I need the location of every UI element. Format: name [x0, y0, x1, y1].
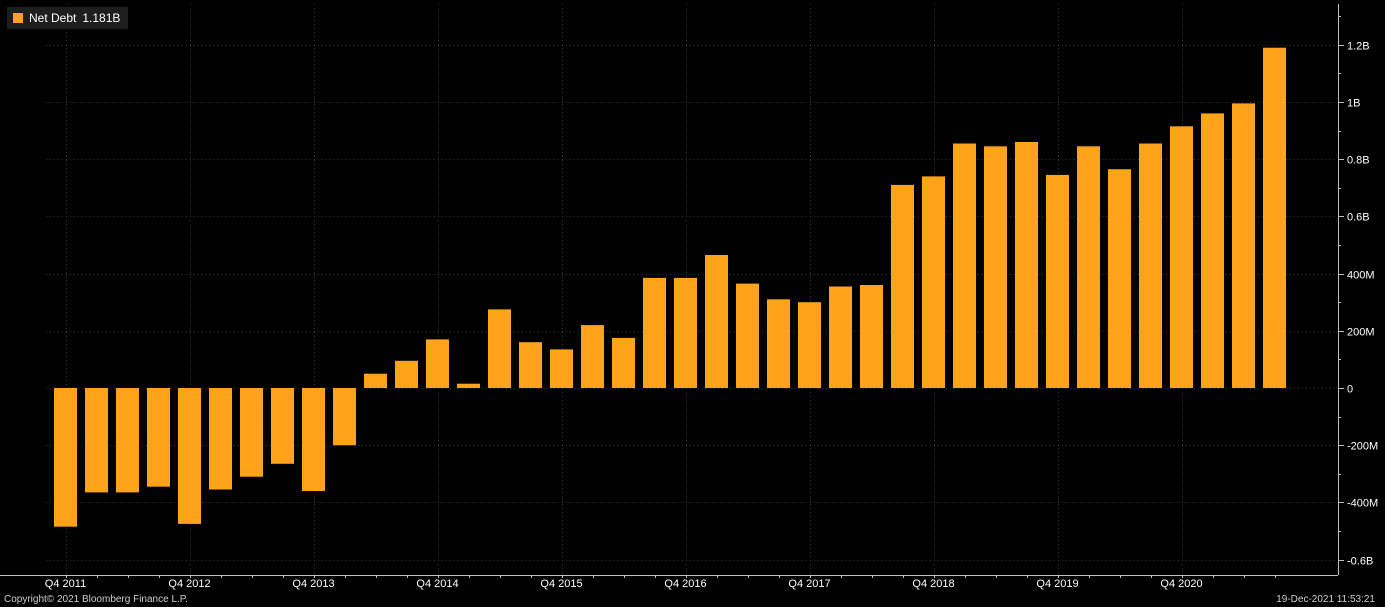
bar — [798, 302, 821, 388]
bar — [54, 388, 77, 527]
bar — [519, 342, 542, 388]
x-tick-label: Q4 2011 — [45, 578, 86, 590]
bar — [767, 299, 790, 388]
bar — [1263, 47, 1286, 388]
bar — [1077, 146, 1100, 388]
bar — [550, 349, 573, 388]
tick-labels: 1.2B 1B 0.8B 0.6B 400M 200M 0 -200M -400M -0.6B Q4… — [45, 41, 1378, 591]
y-tick-label: 0 — [1347, 384, 1353, 396]
y-tick-label: 1B — [1347, 98, 1360, 110]
timestamp-text: 19-Dec-2021 11:53:21 — [1276, 594, 1375, 605]
x-tick-label: Q4 2013 — [292, 578, 334, 590]
x-tick-label: Q4 2012 — [168, 578, 210, 590]
x-tick-label: Q4 2014 — [416, 578, 458, 590]
bar — [1015, 142, 1038, 388]
bar — [953, 143, 976, 388]
bar — [581, 325, 604, 388]
bar — [178, 388, 201, 524]
legend-swatch — [13, 13, 23, 23]
y-tick-label: 0.6B — [1347, 212, 1370, 224]
bar — [612, 337, 635, 388]
bar — [1108, 169, 1131, 388]
bar — [85, 388, 108, 493]
y-tick-label: -200M — [1347, 441, 1378, 453]
y-tick-label: 0.8B — [1347, 155, 1370, 167]
bar — [860, 285, 883, 388]
bar — [705, 255, 728, 388]
bar — [271, 388, 294, 464]
bar — [984, 146, 1007, 388]
axes — [0, 4, 1344, 578]
bar — [116, 388, 139, 493]
bars — [54, 47, 1286, 527]
bar — [922, 176, 945, 388]
bar — [891, 184, 914, 388]
y-tick-label: -0.6B — [1347, 556, 1373, 568]
bar — [1139, 143, 1162, 388]
x-tick-label: Q4 2017 — [788, 578, 830, 590]
bar — [457, 383, 480, 388]
y-tick-label: -400M — [1347, 498, 1378, 510]
x-tick-label: Q4 2018 — [912, 578, 954, 590]
bar — [426, 339, 449, 388]
bar — [1046, 174, 1069, 388]
legend-series-name: Net Debt — [29, 11, 77, 25]
bar — [488, 309, 511, 388]
bar — [736, 283, 759, 388]
legend-series-value: 1.181B — [82, 11, 121, 25]
bar — [240, 388, 263, 477]
bar — [829, 286, 852, 388]
y-tick-label: 400M — [1347, 270, 1375, 282]
y-tick-label: 1.2B — [1347, 41, 1370, 53]
bar — [395, 360, 418, 388]
bar — [1201, 113, 1224, 389]
copyright-text: Copyright© 2021 Bloomberg Finance L.P. — [4, 594, 188, 605]
bar — [1232, 103, 1255, 389]
bar — [1170, 126, 1193, 389]
bar — [674, 277, 697, 388]
x-tick-label: Q4 2015 — [540, 578, 582, 590]
legend[interactable]: Net Debt 1.181B — [7, 7, 129, 29]
bar — [364, 373, 387, 388]
x-tick-label: Q4 2016 — [664, 578, 706, 590]
x-tick-label: Q4 2019 — [1036, 578, 1078, 590]
bar — [333, 388, 356, 446]
x-tick-label: Q4 2020 — [1160, 578, 1202, 590]
bar — [302, 388, 325, 491]
bar — [643, 277, 666, 388]
bar — [209, 388, 232, 490]
bar — [147, 388, 170, 487]
y-tick-label: 200M — [1347, 327, 1375, 339]
